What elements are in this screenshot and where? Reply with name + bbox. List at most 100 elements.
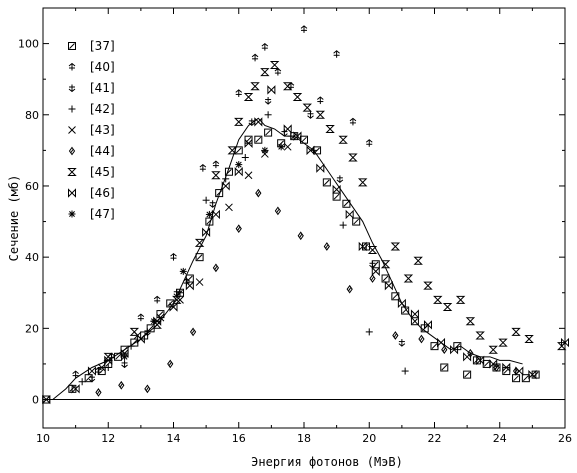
data-point xyxy=(212,263,220,273)
data-point xyxy=(227,146,237,155)
data-point xyxy=(345,209,354,220)
data-point xyxy=(243,92,254,101)
data-point xyxy=(269,60,280,69)
x-tick-label: 20 xyxy=(362,432,376,445)
data-point xyxy=(521,374,530,383)
data-point xyxy=(261,43,269,51)
data-point xyxy=(358,241,367,252)
data-point xyxy=(121,360,128,369)
data-point xyxy=(498,338,508,347)
data-point xyxy=(336,175,344,183)
axis-ticks: 10 12 14 16 18 20 22 24 26 0 20 40 60 80 100 xyxy=(18,8,572,445)
data-point xyxy=(235,224,242,234)
legend-marker xyxy=(68,210,76,218)
legend-label: [37] xyxy=(90,39,115,53)
data-point xyxy=(179,267,187,275)
data-point xyxy=(346,284,353,294)
data-point xyxy=(323,242,330,251)
data-point xyxy=(153,295,161,304)
legend-marker xyxy=(68,146,76,156)
x-tick-label: 14 xyxy=(167,432,181,445)
legend-marker xyxy=(68,42,76,50)
data-point xyxy=(144,328,151,337)
data-point xyxy=(170,253,177,261)
data-point xyxy=(234,117,244,126)
data-point xyxy=(358,178,368,187)
data-point xyxy=(176,296,184,304)
data-point xyxy=(410,309,419,319)
data-point xyxy=(297,231,304,241)
data-point xyxy=(261,146,269,154)
data-point xyxy=(371,266,380,277)
data-point xyxy=(274,67,282,76)
series-layer xyxy=(42,25,569,405)
data-point xyxy=(316,96,324,105)
data-point xyxy=(195,278,204,286)
data-point xyxy=(211,171,221,180)
data-point xyxy=(129,327,140,336)
data-point xyxy=(349,117,357,126)
y-axis-title: Сечение (мб) xyxy=(7,175,21,262)
data-point xyxy=(235,89,243,97)
data-point xyxy=(244,138,253,148)
fit-curve-line xyxy=(52,117,523,400)
x-axis-title: Энергия фотонов (МэВ) xyxy=(251,455,403,469)
data-point xyxy=(167,359,174,369)
data-point xyxy=(71,384,80,394)
legend-label: [43] xyxy=(90,123,115,137)
y-tick-label: 0 xyxy=(32,394,39,407)
data-point xyxy=(380,260,391,269)
data-point xyxy=(225,203,233,212)
data-point xyxy=(274,206,282,216)
data-point xyxy=(277,143,285,151)
data-point xyxy=(502,362,511,373)
legend-marker xyxy=(68,126,76,134)
data-point xyxy=(502,367,511,376)
legend-marker xyxy=(67,168,77,176)
data-point xyxy=(244,171,253,180)
data-point xyxy=(352,217,361,226)
data-point xyxy=(300,135,308,144)
x-tick-label: 18 xyxy=(297,432,311,445)
data-point xyxy=(557,342,567,351)
data-point xyxy=(332,184,341,195)
data-point xyxy=(78,378,86,386)
data-point xyxy=(561,337,569,348)
legend-label: [42] xyxy=(90,102,115,116)
series-8 xyxy=(121,143,285,361)
data-point xyxy=(120,348,129,358)
data-point xyxy=(255,188,262,198)
data-point xyxy=(202,196,210,204)
data-point xyxy=(433,295,443,304)
x-tick-label: 12 xyxy=(101,432,115,445)
y-tick-label: 20 xyxy=(25,322,39,335)
data-point xyxy=(251,53,259,62)
legend-label: [47] xyxy=(90,207,115,221)
data-point xyxy=(332,192,341,201)
data-point xyxy=(235,161,243,169)
data-point xyxy=(369,274,376,283)
data-point xyxy=(348,153,358,162)
data-point xyxy=(212,160,220,169)
data-point xyxy=(264,111,272,119)
data-point xyxy=(260,150,269,158)
data-point xyxy=(127,342,135,350)
legend-marker xyxy=(68,105,76,113)
data-point xyxy=(316,163,325,173)
data-point xyxy=(87,366,96,376)
data-point xyxy=(338,135,348,144)
y-tick-label: 40 xyxy=(25,251,39,264)
data-point xyxy=(482,359,491,368)
data-point xyxy=(244,135,253,144)
data-point xyxy=(528,369,537,380)
series-7 xyxy=(42,85,569,405)
data-point xyxy=(489,359,498,369)
data-point xyxy=(260,68,270,77)
data-point xyxy=(413,256,423,265)
data-point xyxy=(283,142,292,151)
plot-frame xyxy=(42,7,566,429)
data-point xyxy=(195,253,204,262)
data-point xyxy=(365,139,373,147)
data-point xyxy=(121,353,129,361)
